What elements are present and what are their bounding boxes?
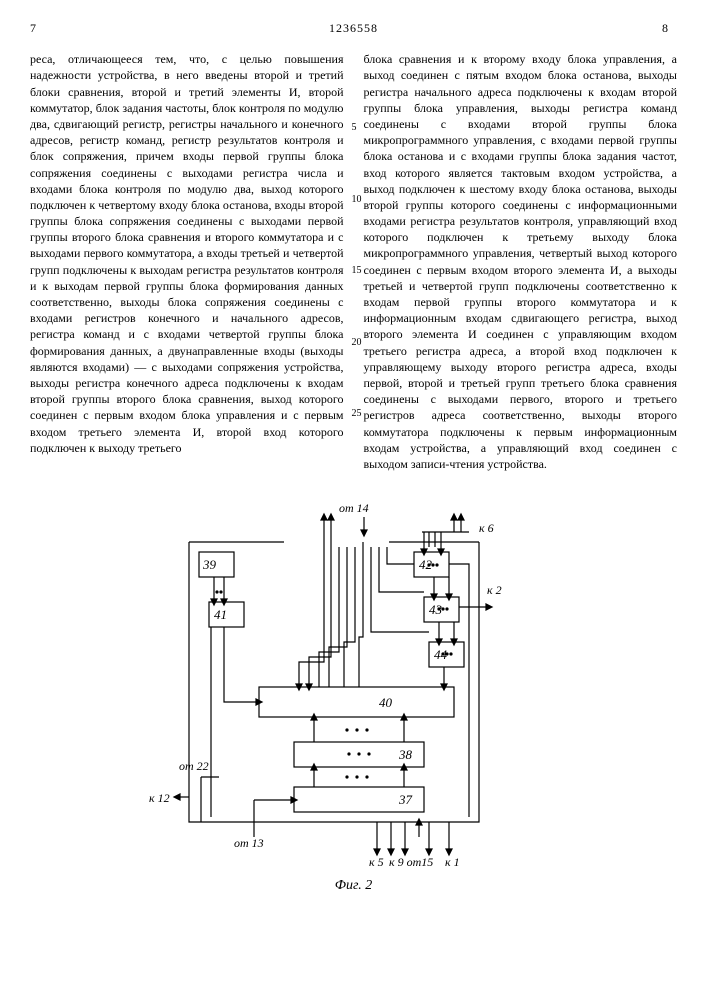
label-k12: к 12 [149,791,170,805]
page-num-right: 8 [662,20,677,36]
line-number-marks: 5 10 15 20 25 [352,121,362,421]
box-43-label: 43 [429,602,443,617]
line-mark: 15 [352,264,362,278]
box-40-label: 40 [379,695,393,710]
label-ot13: от 13 [234,836,264,850]
box-39-label: 39 [202,557,217,572]
column-right: 5 10 15 20 25 блока сравнения и к втором… [364,51,678,472]
column-left: реса, отличающееся тем, что, с целью пов… [30,51,344,472]
box-38-label: 38 [398,747,413,762]
box-42-label: 42 [419,557,433,572]
label-k2: к 2 [487,583,502,597]
label-k6: к 6 [479,521,494,535]
figure-2-diagram: 39 41 42 43 44 40 38 37 от 14 к 6 к 2 к … [129,492,579,896]
box-44-label: 44 [434,647,448,662]
page-num-left: 7 [30,20,45,36]
box-41-label: 41 [214,607,227,622]
label-k9-ot15: к 9 от15 [389,855,433,869]
box-37-label: 37 [398,792,413,807]
label-k5: к 5 [369,855,384,869]
figure-caption: Фиг. 2 [129,877,579,896]
body-text-right: блока сравнения и к второму входу блока … [364,52,678,471]
document-number: 1236558 [329,20,378,36]
line-mark: 20 [352,336,362,350]
line-mark: 10 [352,193,362,207]
label-k1: к 1 [445,855,460,869]
line-mark: 25 [352,407,362,421]
label-ot14: от 14 [339,501,369,515]
line-mark: 5 [352,121,362,135]
label-ot22: от 22 [179,759,209,773]
body-text-left: реса, отличающееся тем, что, с целью пов… [30,52,344,455]
